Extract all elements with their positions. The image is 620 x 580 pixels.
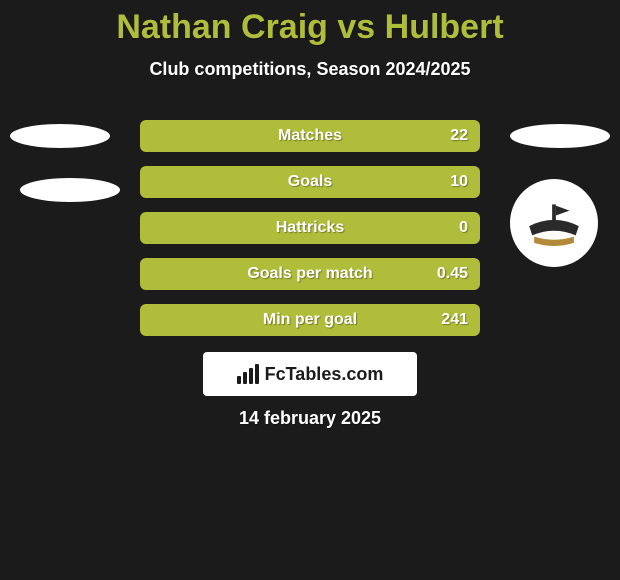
stat-bar: Goals per match 0.45: [140, 258, 480, 290]
stat-value: 22: [450, 127, 468, 145]
stat-bar: Goals 10: [140, 166, 480, 198]
stat-label: Hattricks: [276, 219, 344, 237]
brand-name: FcTables.com: [265, 364, 384, 385]
stat-label: Min per goal: [263, 311, 357, 329]
stat-bar: Hattricks 0: [140, 212, 480, 244]
brand-bars-icon: [237, 364, 259, 384]
stats-bars: Matches 22 Goals 10 Hattricks 0 Goals per matc…: [140, 120, 480, 350]
stat-value: 10: [450, 173, 468, 191]
decor-ellipse: [510, 124, 610, 148]
decor-ellipse: [20, 178, 120, 202]
stat-bar: Matches 22: [140, 120, 480, 152]
page-title: Nathan Craig vs Hulbert: [0, 0, 620, 47]
date-text: 14 february 2025: [0, 408, 620, 429]
decor-ellipse: [10, 124, 110, 148]
stat-label: Goals per match: [247, 265, 372, 283]
stat-value: 0.45: [437, 265, 468, 283]
stat-value: 0: [459, 219, 468, 237]
brand-box: FcTables.com: [203, 352, 417, 396]
stat-bar: Min per goal 241: [140, 304, 480, 336]
page-subtitle: Club competitions, Season 2024/2025: [0, 59, 620, 80]
club-crest: [510, 179, 598, 267]
stat-value: 241: [441, 311, 468, 329]
stat-label: Goals: [288, 173, 332, 191]
stat-label: Matches: [278, 127, 342, 145]
